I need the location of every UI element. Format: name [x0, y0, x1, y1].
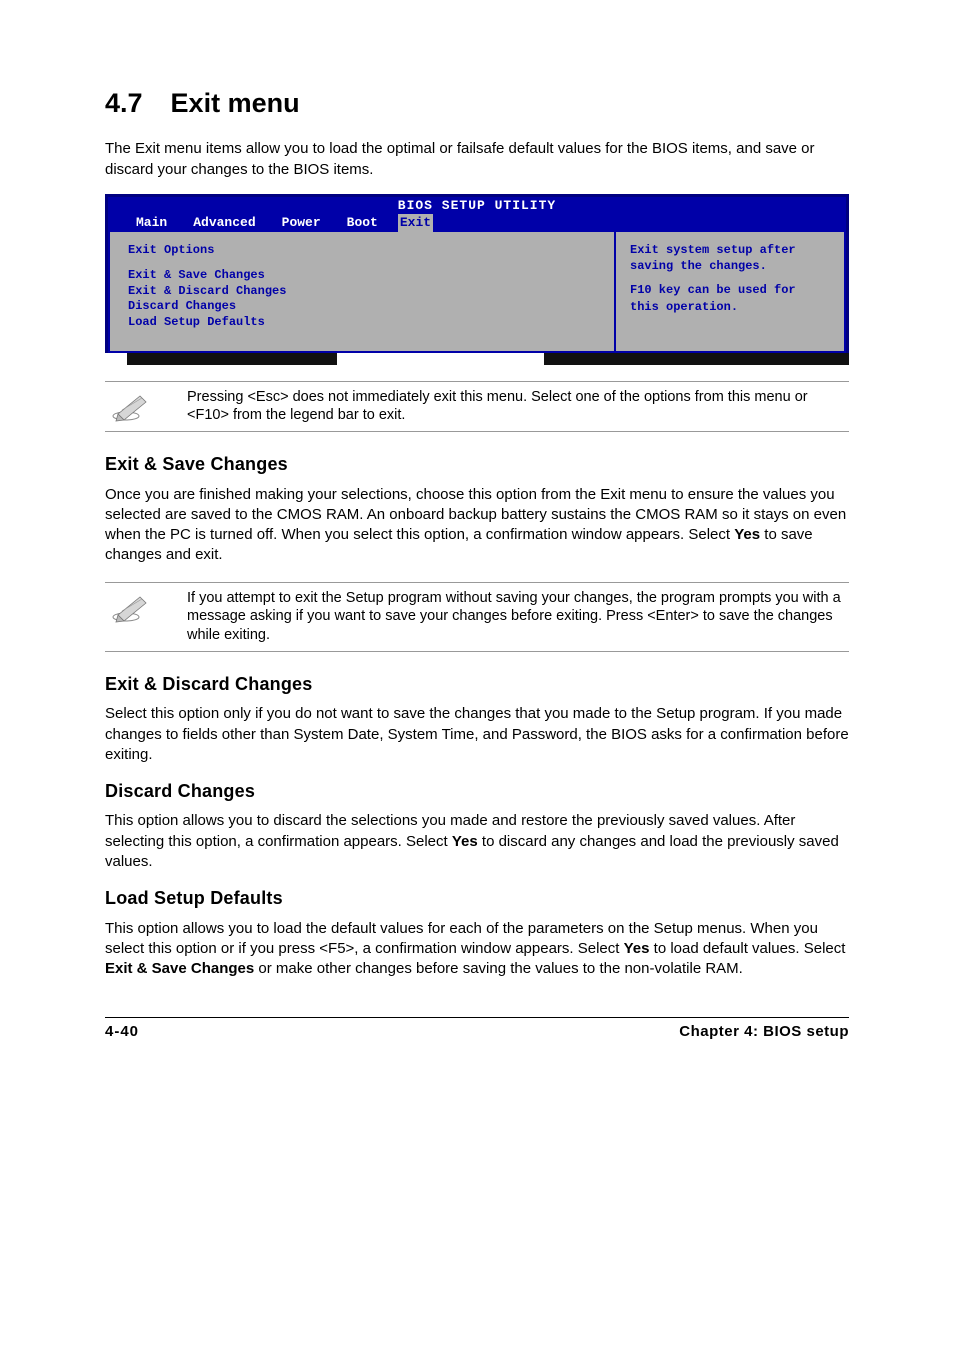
bios-right-pane: Exit system setup after saving the chang…	[616, 232, 846, 353]
bios-tab-advanced[interactable]: Advanced	[187, 214, 261, 232]
bios-help-line: F10 key can be used for this operation.	[630, 282, 830, 314]
page-number: 4-40	[105, 1022, 139, 1042]
bios-tab-main[interactable]: Main	[130, 214, 173, 232]
bios-tab-bar: Main Advanced Power Boot Exit	[108, 214, 846, 232]
section-number: 4.7	[105, 85, 143, 121]
bios-header-title: BIOS SETUP UTILITY	[108, 197, 846, 215]
section-heading: Exit menu	[171, 88, 300, 118]
text: or make other changes before saving the …	[254, 960, 743, 977]
chapter-label: Chapter 4: BIOS setup	[679, 1022, 849, 1042]
bold-yes: Yes	[624, 940, 650, 957]
bios-help-line: Exit system setup after saving the chang…	[630, 242, 830, 274]
note-block: Pressing <Esc> does not immediately exit…	[105, 381, 849, 433]
bios-shadow	[105, 353, 849, 365]
bios-tab-exit[interactable]: Exit	[398, 214, 433, 232]
intro-paragraph: The Exit menu items allow you to load th…	[105, 139, 849, 180]
bold-exit-save: Exit & Save Changes	[105, 960, 254, 977]
bios-left-title: Exit Options	[128, 242, 600, 258]
bios-option[interactable]: Exit & Discard Changes	[128, 284, 600, 300]
bios-screenshot: BIOS SETUP UTILITY Main Advanced Power B…	[105, 194, 849, 353]
text: to load default values. Select	[649, 940, 845, 957]
subheading-exit-discard: Exit & Discard Changes	[105, 672, 849, 696]
note-pencil-icon	[105, 388, 161, 422]
bios-body: Exit Options Exit & Save Changes Exit & …	[108, 232, 846, 353]
bold-yes: Yes	[452, 833, 478, 850]
bios-option[interactable]: Discard Changes	[128, 299, 600, 315]
paragraph: This option allows you to discard the se…	[105, 811, 849, 872]
section-title: 4.7 Exit menu	[105, 85, 849, 121]
page-footer: 4-40 Chapter 4: BIOS setup	[105, 1018, 849, 1042]
bios-header: BIOS SETUP UTILITY Main Advanced Power B…	[108, 197, 846, 232]
subheading-exit-save: Exit & Save Changes	[105, 452, 849, 476]
bios-left-pane: Exit Options Exit & Save Changes Exit & …	[108, 232, 616, 353]
paragraph: Select this option only if you do not wa…	[105, 704, 849, 765]
note-pencil-icon	[105, 589, 161, 623]
bios-tab-boot[interactable]: Boot	[341, 214, 384, 232]
paragraph: This option allows you to load the defau…	[105, 919, 849, 980]
bios-option[interactable]: Exit & Save Changes	[128, 268, 600, 284]
subheading-load-defaults: Load Setup Defaults	[105, 886, 849, 910]
note-block: If you attempt to exit the Setup program…	[105, 582, 849, 653]
bios-option[interactable]: Load Setup Defaults	[128, 315, 600, 331]
note-text: Pressing <Esc> does not immediately exit…	[187, 388, 849, 426]
bios-tab-power[interactable]: Power	[276, 214, 327, 232]
paragraph: Once you are finished making your select…	[105, 485, 849, 566]
note-text: If you attempt to exit the Setup program…	[187, 589, 849, 646]
bold-yes: Yes	[734, 526, 760, 543]
subheading-discard: Discard Changes	[105, 779, 849, 803]
